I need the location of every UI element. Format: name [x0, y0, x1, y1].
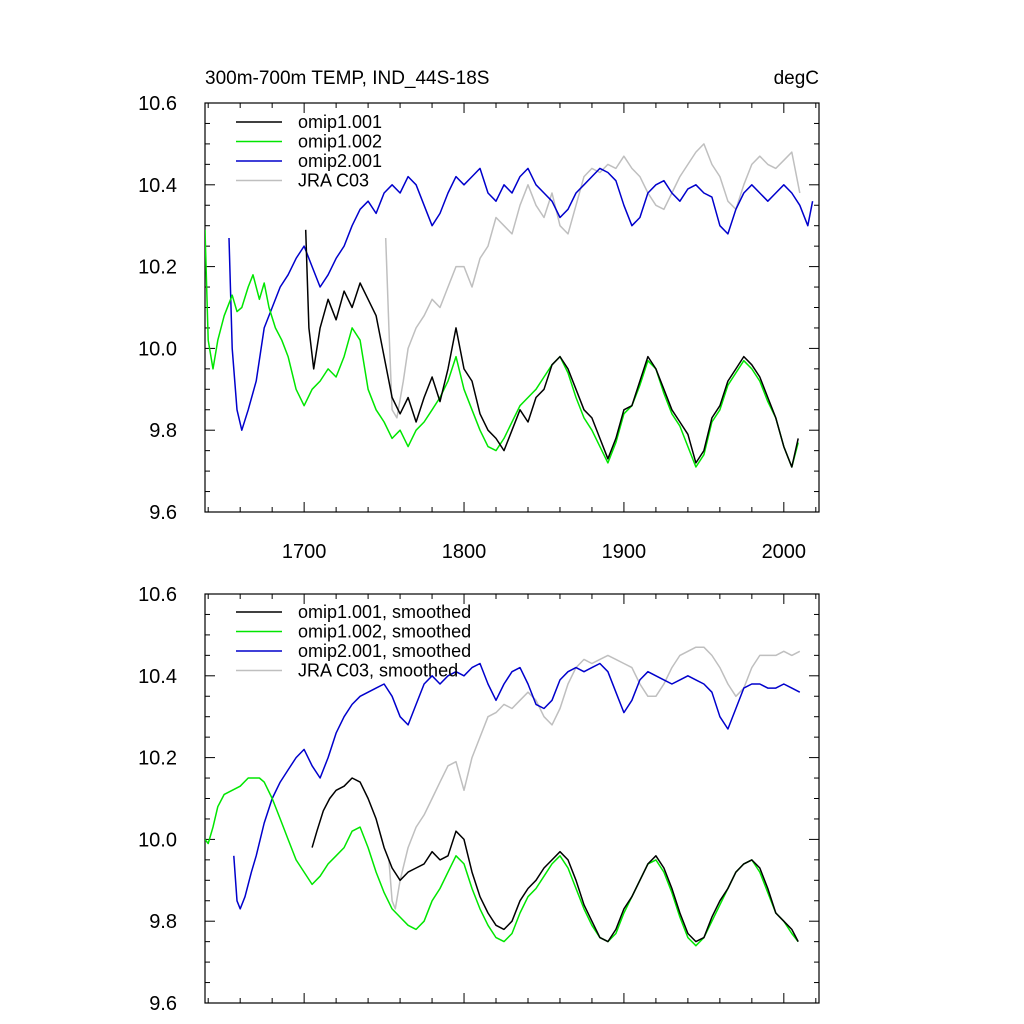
x-tick-label: 1900 [602, 541, 647, 563]
y-tick-label: 9.6 [149, 502, 177, 524]
legend-label: omip2.001 [298, 151, 382, 171]
x-tick-label: 2000 [762, 541, 807, 563]
y-tick-label: 9.8 [149, 911, 177, 933]
x-tick-label: 1700 [282, 541, 327, 563]
y-tick-label: 10.6 [138, 584, 177, 606]
y-tick-label: 10.0 [138, 829, 177, 851]
legend-label: JRA C03, smoothed [298, 661, 458, 681]
top-panel: 9.6 9.8 10.0 10.2 10.4 10.6 1700 1800 1900 2000 30… [138, 68, 820, 563]
y-tick-label: 10.2 [138, 748, 177, 770]
y-tick-label: 10.2 [138, 257, 177, 279]
x-tick-label: 1800 [442, 541, 487, 563]
y-tick-label: 9.6 [149, 993, 177, 1015]
series-line-1 [205, 777, 799, 947]
y-tick-label: 10.4 [138, 666, 177, 688]
bottom-panel: 9.6 9.8 10.0 10.2 10.4 10.6 omip1.001, smoothe… [138, 584, 820, 1015]
y-tick-label: 9.8 [149, 420, 177, 442]
series-line-1 [205, 229, 799, 468]
legend-label: JRA C03 [298, 171, 369, 191]
legend-label: omip1.001, smoothed [298, 602, 471, 622]
y-tick-label: 10.4 [138, 175, 177, 197]
series-line-3 [388, 646, 801, 910]
legend-label: omip1.002, smoothed [298, 622, 471, 642]
series-line-0 [304, 229, 799, 468]
legend-label: omip1.001 [298, 112, 382, 132]
y-tick-label: 10.0 [138, 338, 177, 360]
units-label: degC [774, 68, 819, 89]
legend-label: omip1.002 [298, 132, 382, 152]
y-tick-label: 10.6 [138, 93, 177, 115]
series-line-3 [384, 143, 801, 419]
series-line-2 [228, 167, 814, 431]
series-line-0 [311, 777, 799, 943]
legend-label: omip2.001, smoothed [298, 641, 471, 661]
chart-title: 300m-700m TEMP, IND_44S-18S [205, 68, 489, 89]
series-line-2 [233, 662, 801, 910]
